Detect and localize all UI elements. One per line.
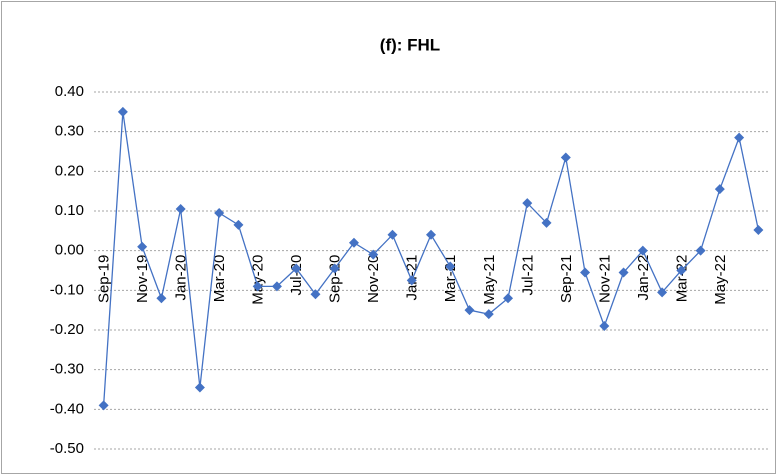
x-tick-label: Mar-21	[442, 255, 459, 303]
y-tick-label: 0.00	[55, 242, 84, 259]
data-point	[483, 309, 494, 320]
data-point	[734, 132, 745, 143]
x-tick-label: Sep-21	[558, 255, 575, 303]
data-point	[695, 245, 706, 256]
x-tick-label: Nov-21	[596, 255, 613, 303]
data-point	[753, 225, 764, 236]
data-point	[368, 249, 379, 260]
x-tick-label: May-21	[481, 255, 498, 305]
data-point	[329, 263, 340, 274]
data-point	[580, 267, 591, 278]
x-tick-label: Jan-20	[173, 255, 190, 301]
y-tick-label: -0.50	[50, 440, 84, 457]
data-point	[541, 217, 552, 228]
y-tick-label: -0.30	[50, 361, 84, 378]
data-point	[522, 198, 533, 209]
data-point	[214, 207, 225, 218]
y-tick-label: 0.40	[55, 83, 84, 100]
data-point	[464, 305, 475, 316]
data-point	[348, 237, 359, 248]
data-point	[676, 265, 687, 276]
data-point	[137, 241, 148, 252]
x-tick-label: Mar-22	[673, 255, 690, 303]
y-tick-label: 0.30	[55, 123, 84, 140]
data-point	[117, 106, 128, 117]
y-tick-label: 0.10	[55, 202, 84, 219]
data-point	[637, 245, 648, 256]
data-point	[599, 321, 610, 332]
data-point	[310, 289, 321, 300]
x-tick-label: May-22	[712, 255, 729, 305]
y-tick-label: -0.20	[50, 321, 84, 338]
x-tick-label: Jul-21	[519, 255, 536, 296]
data-point	[252, 281, 263, 292]
data-point	[618, 267, 629, 278]
x-tick-label: Sep-19	[96, 255, 113, 303]
x-tick-label: Mar-20	[211, 255, 228, 303]
data-point	[98, 400, 109, 411]
x-tick-label: Nov-19	[134, 255, 151, 303]
data-point	[175, 204, 186, 215]
data-point	[194, 382, 205, 393]
data-point	[156, 293, 167, 304]
x-tick-label: Jan-22	[635, 255, 652, 301]
data-point	[406, 275, 417, 286]
chart-title: (f): FHL	[380, 35, 440, 54]
data-point	[233, 219, 244, 230]
data-point	[387, 229, 398, 240]
data-point	[714, 184, 725, 195]
data-point	[560, 152, 571, 163]
data-point	[426, 229, 436, 240]
y-tick-label: -0.40	[50, 400, 84, 417]
data-point	[657, 287, 668, 298]
data-point	[445, 261, 456, 272]
data-point	[271, 281, 282, 292]
data-point	[503, 293, 514, 304]
x-tick-label: Jul-20	[288, 255, 305, 296]
x-tick-label: Nov-20	[365, 255, 382, 303]
data-point	[291, 263, 302, 274]
x-tick-label: Sep-20	[327, 255, 344, 303]
y-tick-label: -0.10	[50, 281, 84, 298]
y-tick-label: 0.20	[55, 162, 84, 179]
x-tick-label: May-20	[250, 255, 267, 305]
